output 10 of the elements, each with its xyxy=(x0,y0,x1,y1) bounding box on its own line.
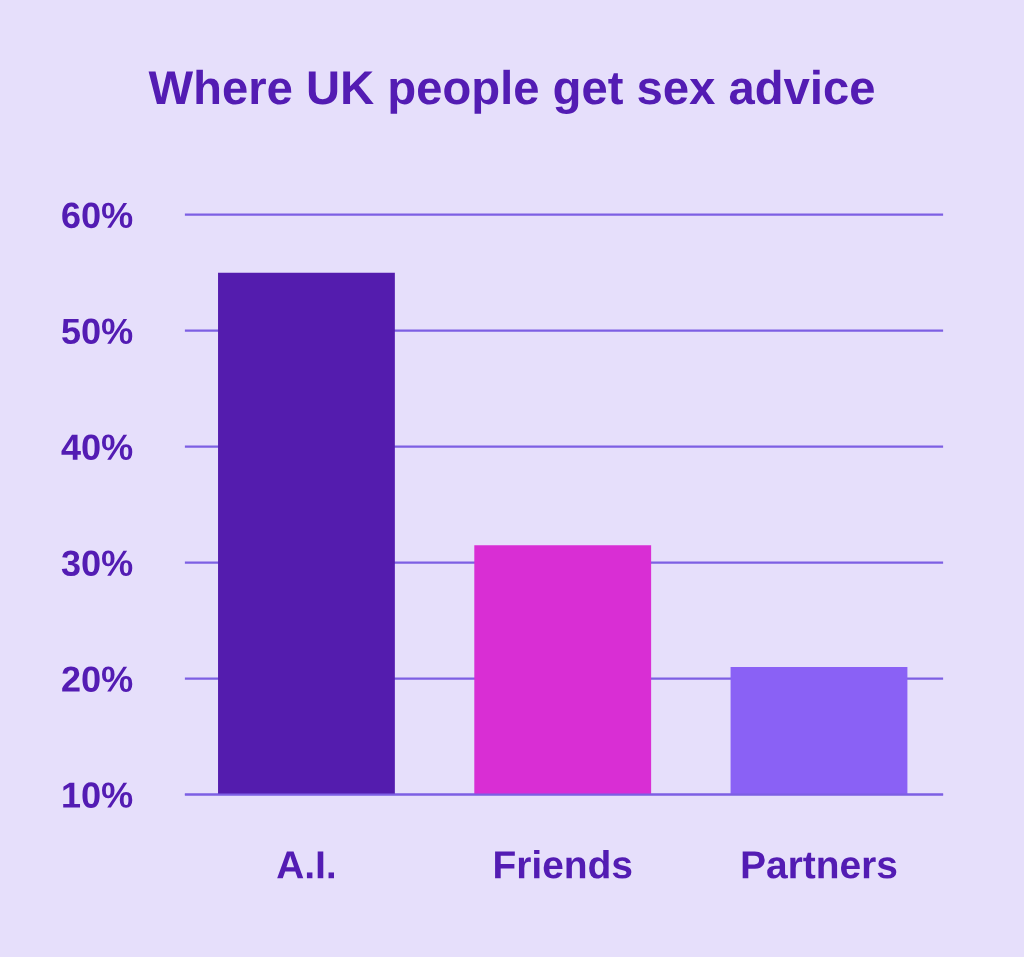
x-tick-label: Partners xyxy=(742,851,897,879)
y-tick-label: 60% xyxy=(62,202,133,229)
y-tick-label: 50% xyxy=(62,318,133,345)
x-tick-label: Friends xyxy=(495,850,632,879)
y-tick-label: 40% xyxy=(61,434,133,461)
y-tick-label: 10% xyxy=(63,782,133,808)
y-tick-label: 20% xyxy=(62,666,133,692)
x-tick-label: A.I. xyxy=(277,851,335,879)
y-tick-label: 30% xyxy=(61,550,133,577)
chart-title: Where UK people get sex advice xyxy=(148,69,874,115)
